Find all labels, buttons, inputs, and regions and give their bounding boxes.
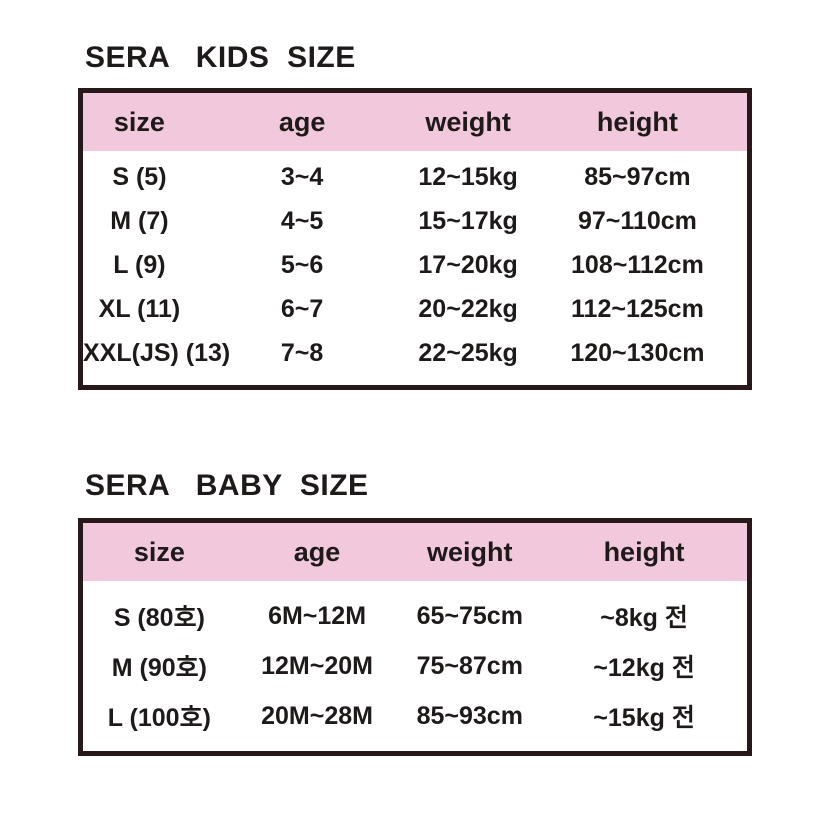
age-cell: 3~4: [280, 162, 324, 191]
height-cell: ~8kg 전: [600, 604, 688, 632]
baby-table-header: size age weight height: [83, 523, 747, 581]
table-row: S (80호) 6M~12M 65~75cm ~8kg 전: [83, 581, 747, 641]
size-cell: L (9): [113, 250, 166, 279]
kids-table-body: S (5) 3~4 12~15kg 85~97cm M (7) 4~5 15~17kg 97~…: [83, 151, 747, 385]
kids-size-title: SERA KIDS SIZE: [85, 41, 356, 74]
kids-table-header: size age weight height: [83, 93, 747, 151]
height-cell: 112~125cm: [571, 294, 704, 323]
size-cell: S (5): [112, 162, 167, 191]
table-row: L (100호) 20M~28M 85~93cm ~15kg 전: [83, 691, 747, 751]
weight-cell: 85~93cm: [416, 701, 523, 730]
table-row: XXL(JS) (13) 7~8 22~25kg 120~130cm: [83, 331, 747, 385]
table-row: M (7) 4~5 15~17kg 97~110cm: [83, 199, 747, 243]
baby-table-body: S (80호) 6M~12M 65~75cm ~8kg 전 M (90호) 12M~20M…: [83, 581, 747, 751]
size-cell: XXL(JS) (13): [83, 338, 231, 367]
age-cell: 5~6: [280, 250, 324, 279]
column-header-height: height: [527, 93, 747, 151]
age-cell: 6M~12M: [268, 601, 367, 630]
height-cell: 120~130cm: [570, 338, 705, 367]
column-header-weight: weight: [398, 523, 542, 581]
size-cell: S (80호): [113, 604, 205, 632]
baby-size-title: SERA BABY SIZE: [85, 469, 369, 502]
size-cell: XL (11): [98, 294, 181, 323]
table-row: S (5) 3~4 12~15kg 85~97cm: [83, 151, 747, 199]
weight-cell: 17~20kg: [418, 250, 518, 279]
weight-cell: 15~17kg: [418, 206, 518, 235]
height-cell: ~15kg 전: [593, 704, 695, 732]
column-header-weight: weight: [408, 93, 528, 151]
age-cell: 7~8: [280, 338, 324, 367]
size-cell: L (100호): [107, 704, 211, 732]
height-cell: ~12kg 전: [593, 654, 695, 682]
size-cell: M (7): [110, 206, 169, 235]
table-header-row: size age weight height: [83, 523, 747, 581]
column-header-age: age: [195, 93, 409, 151]
column-header-height: height: [541, 523, 747, 581]
height-cell: 97~110cm: [577, 206, 697, 235]
age-cell: 6~7: [280, 294, 324, 323]
weight-cell: 22~25kg: [418, 338, 518, 367]
height-cell: 85~97cm: [584, 162, 691, 191]
table-row: L (9) 5~6 17~20kg 108~112cm: [83, 243, 747, 287]
baby-size-table: size age weight height S (80호) 6M~12M 65~75cm…: [78, 518, 752, 756]
age-cell: 4~5: [280, 206, 324, 235]
height-cell: 108~112cm: [571, 250, 704, 279]
age-cell: 20M~28M: [261, 701, 373, 730]
column-header-size: size: [83, 93, 196, 151]
weight-cell: 20~22kg: [418, 294, 518, 323]
column-header-age: age: [235, 523, 399, 581]
table-header-row: size age weight height: [83, 93, 747, 151]
table-row: M (90호) 12M~20M 75~87cm ~12kg 전: [83, 641, 747, 691]
kids-size-table: size age weight height S (5) 3~4 12~15kg 85~97…: [78, 88, 752, 390]
table-row: XL (11) 6~7 20~22kg 112~125cm: [83, 287, 747, 331]
weight-cell: 12~15kg: [418, 162, 518, 191]
weight-cell: 75~87cm: [416, 651, 523, 680]
weight-cell: 65~75cm: [416, 601, 523, 630]
column-header-size: size: [83, 523, 236, 581]
size-cell: M (90호): [111, 654, 207, 682]
age-cell: 12M~20M: [261, 651, 373, 680]
